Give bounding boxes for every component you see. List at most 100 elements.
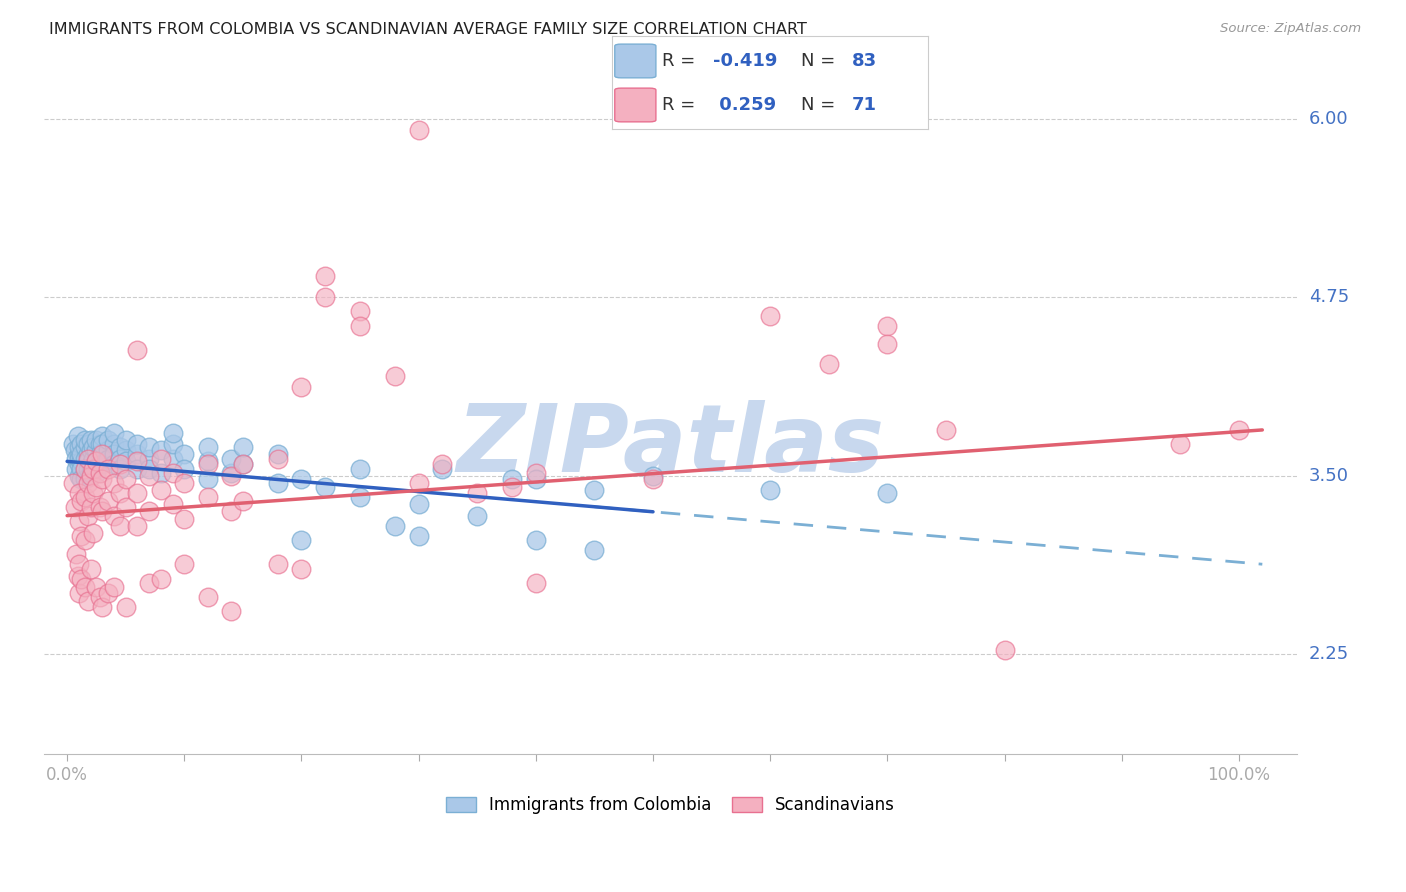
Point xyxy=(114,454,136,468)
Point xyxy=(524,575,547,590)
Point xyxy=(349,461,371,475)
Point xyxy=(89,466,111,480)
Point xyxy=(162,466,184,480)
Point xyxy=(430,461,453,475)
Text: 83: 83 xyxy=(852,52,877,70)
Point xyxy=(65,461,87,475)
Text: Source: ZipAtlas.com: Source: ZipAtlas.com xyxy=(1220,22,1361,36)
Point xyxy=(103,425,125,440)
Point xyxy=(86,433,108,447)
Point xyxy=(70,454,93,468)
Point xyxy=(314,480,336,494)
Point xyxy=(67,558,90,572)
Point xyxy=(86,466,108,480)
Point xyxy=(349,304,371,318)
Point xyxy=(759,483,782,497)
Point xyxy=(173,447,195,461)
Point xyxy=(114,471,136,485)
Point xyxy=(89,447,111,461)
Point xyxy=(173,475,195,490)
Point xyxy=(70,494,93,508)
Point xyxy=(149,466,172,480)
Point xyxy=(290,471,312,485)
Point xyxy=(67,586,90,600)
Text: 0.259: 0.259 xyxy=(713,96,776,114)
Point xyxy=(935,423,957,437)
Point xyxy=(267,475,290,490)
Point xyxy=(91,600,114,615)
Point xyxy=(91,471,114,485)
Point xyxy=(67,447,90,461)
Point xyxy=(82,461,104,475)
Point xyxy=(70,528,93,542)
Point xyxy=(82,461,104,475)
Point xyxy=(127,437,149,451)
Point xyxy=(65,442,87,457)
Point xyxy=(641,468,664,483)
Point xyxy=(82,440,104,454)
Point xyxy=(66,428,89,442)
Point xyxy=(73,580,96,594)
Point xyxy=(97,461,120,475)
Point xyxy=(70,471,93,485)
Point xyxy=(86,580,108,594)
Point xyxy=(79,500,101,514)
Point xyxy=(73,433,96,447)
Point xyxy=(384,368,406,383)
Point xyxy=(97,586,120,600)
Point xyxy=(91,428,114,442)
Point xyxy=(219,604,242,618)
Point xyxy=(77,508,100,523)
Point xyxy=(108,457,131,471)
Point xyxy=(1227,423,1250,437)
Point xyxy=(232,494,254,508)
Point xyxy=(876,485,898,500)
Point xyxy=(197,440,219,454)
Point xyxy=(108,440,131,454)
Point xyxy=(127,518,149,533)
Point xyxy=(173,558,195,572)
Point xyxy=(62,437,84,451)
Point xyxy=(70,437,93,451)
Point xyxy=(70,461,93,475)
Point xyxy=(91,437,114,451)
Point xyxy=(77,475,100,490)
Point xyxy=(162,497,184,511)
Point xyxy=(79,457,101,471)
Point xyxy=(70,447,93,461)
Point xyxy=(73,533,96,547)
Point xyxy=(384,518,406,533)
Point xyxy=(82,525,104,540)
Point xyxy=(67,451,90,466)
Point xyxy=(67,457,90,471)
Point xyxy=(108,461,131,475)
Point xyxy=(86,454,108,468)
Text: 71: 71 xyxy=(852,96,877,114)
Point xyxy=(232,457,254,471)
Point xyxy=(138,468,160,483)
Point xyxy=(97,451,120,466)
Point xyxy=(67,468,90,483)
Point xyxy=(89,590,111,604)
Point xyxy=(103,457,125,471)
Text: -0.419: -0.419 xyxy=(713,52,778,70)
Point xyxy=(173,461,195,475)
Point xyxy=(501,480,523,494)
Point xyxy=(162,425,184,440)
Point xyxy=(430,457,453,471)
Point xyxy=(219,504,242,518)
Text: 3.50: 3.50 xyxy=(1309,467,1348,484)
Point xyxy=(73,471,96,485)
Point xyxy=(79,468,101,483)
Point xyxy=(162,451,184,466)
Point xyxy=(114,600,136,615)
Point xyxy=(114,442,136,457)
Point xyxy=(77,461,100,475)
Point xyxy=(114,433,136,447)
Text: 2.25: 2.25 xyxy=(1309,645,1348,664)
Point xyxy=(79,561,101,575)
Point xyxy=(73,451,96,466)
Point xyxy=(138,504,160,518)
Point xyxy=(349,490,371,504)
Point xyxy=(89,437,111,451)
